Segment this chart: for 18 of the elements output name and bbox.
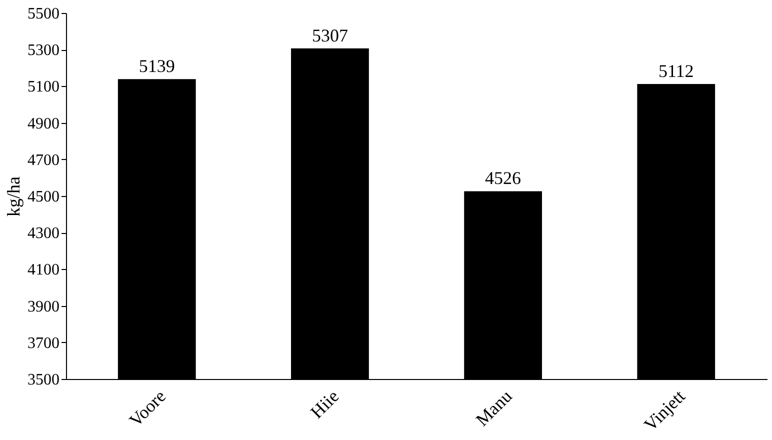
y-tick-label: 4700	[28, 152, 60, 169]
data-label: 5307	[312, 25, 348, 46]
y-tick-label: 4500	[28, 188, 60, 206]
y-tick-label: 3900	[28, 298, 60, 316]
y-tick-label: 4100	[28, 262, 60, 279]
y-tick-label: 4900	[28, 115, 60, 132]
data-label: 5112	[658, 61, 694, 82]
x-tick-label: Voore	[125, 386, 170, 430]
x-tick-label: Hiie	[306, 386, 343, 422]
y-tick-label: 3700	[28, 334, 60, 352]
y-tick-label: 3500	[28, 372, 60, 388]
y-tick-label: 5500	[28, 6, 60, 22]
y-axis-title: kg/ha	[4, 176, 24, 216]
y-tick-label: 5300	[28, 42, 60, 60]
data-label: 4526	[485, 168, 522, 188]
y-tick-label: 4300	[28, 225, 60, 242]
y-tick-label: 5100	[28, 78, 60, 96]
data-label: 5139	[138, 56, 175, 76]
